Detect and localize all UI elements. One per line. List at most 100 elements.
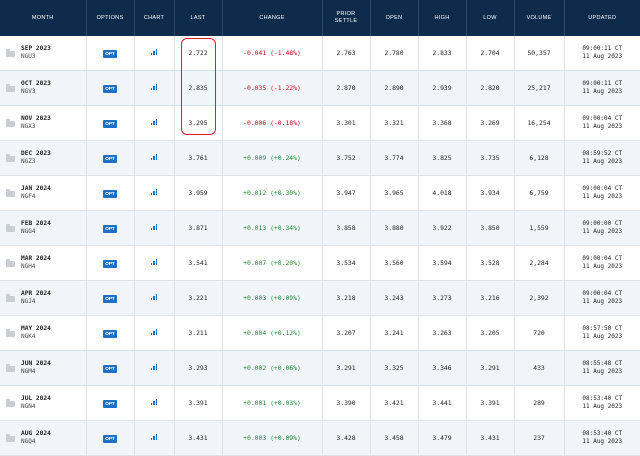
contract-code: NGJ4 [21,298,36,305]
bar-chart-icon[interactable] [150,434,158,440]
updated-cell: 09:00:04 CT 11 Aug 2023 [564,245,640,281]
header-open[interactable]: OPEN [370,0,419,36]
updated-time: 09:00:11 CT [582,45,623,52]
folder-icon[interactable] [6,153,15,162]
updated-date: 11 Aug 2023 [582,88,623,95]
header-chart: CHART [134,0,175,36]
bar-chart-icon[interactable] [150,189,158,195]
folder-icon[interactable] [6,83,15,92]
folder-icon[interactable] [6,293,15,302]
folder-icon[interactable] [6,328,15,337]
header-high[interactable]: HIGH [418,0,467,36]
chart-cell [134,210,175,246]
low-price: 2.704 [466,36,515,71]
price-change: +0.004 (+0.12%) [222,315,323,351]
prior-settle: 2.870 [322,70,371,106]
options-cell: OPT [86,36,135,71]
folder-icon[interactable] [6,398,15,407]
contract-code: NGX3 [21,123,36,130]
table-row: AUG 2024 NGQ4 OPT 3.431 +0.003 (+0.09%) 3.428… [0,420,640,456]
table-row: JUL 2024 NGN4 OPT 3.391 +0.001 (+0.03%) 3.390… [0,385,640,421]
options-cell: OPT [86,315,135,351]
opt-button[interactable]: OPT [103,399,117,408]
folder-icon[interactable] [6,118,15,127]
month-cell: OCT 2023 NGV3 [0,70,87,106]
folder-icon[interactable] [6,188,15,197]
opt-button[interactable]: OPT [103,224,117,233]
header-prior-settle[interactable]: PRIOR SETTLE [322,0,371,36]
volume: 25,217 [514,70,565,106]
contract-month: JUN 2024 [21,360,51,367]
opt-button[interactable]: OPT [103,364,117,373]
folder-icon[interactable] [6,258,15,267]
chart-cell [134,315,175,351]
opt-button[interactable]: OPT [103,434,117,443]
chart-cell [134,385,175,421]
folder-icon[interactable] [6,433,15,442]
opt-button[interactable]: OPT [103,119,117,128]
table-row: OCT 2023 NGV3 OPT 2.835 -0.035 (-1.22%) 2.870… [0,70,640,106]
updated-cell: 09:00:11 CT 11 Aug 2023 [564,36,640,71]
updated-time: 09:00:04 CT [582,115,623,122]
price-change: +0.002 (+0.06%) [222,350,323,386]
price-change: +0.012 (+0.30%) [222,175,323,211]
header-prior-line2: SETTLE [334,18,358,24]
low-price: 3.431 [466,420,515,456]
folder-icon[interactable] [6,363,15,372]
bar-chart-icon[interactable] [150,49,158,55]
bar-chart-icon[interactable] [150,84,158,90]
bar-chart-icon[interactable] [150,119,158,125]
header-volume[interactable]: VOLUME [514,0,565,36]
updated-time: 09:00:04 CT [582,290,623,297]
table-row: MAR 2024 NGH4 OPT 3.541 +0.007 (+0.20%) 3.534… [0,245,640,281]
updated-date: 11 Aug 2023 [582,298,623,305]
price-change: +0.001 (+0.03%) [222,385,323,421]
table-row: FEB 2024 NGG4 OPT 3.871 +0.013 (+0.34%) 3.858… [0,210,640,246]
folder-icon[interactable] [6,48,15,57]
header-last[interactable]: LAST [174,0,223,36]
bar-chart-icon[interactable] [150,399,158,405]
bar-chart-icon[interactable] [150,294,158,300]
last-price: 3.959 [174,175,223,211]
header-change[interactable]: CHANGE [222,0,323,36]
opt-button[interactable]: OPT [103,84,117,93]
header-low[interactable]: LOW [466,0,515,36]
high-price: 3.922 [418,210,467,246]
high-price: 3.441 [418,385,467,421]
opt-button[interactable]: OPT [103,189,117,198]
high-price: 3.825 [418,140,467,176]
opt-button[interactable]: OPT [103,294,117,303]
bar-chart-icon[interactable] [150,329,158,335]
updated-cell: 09:00:04 CT 11 Aug 2023 [564,105,640,141]
prior-settle: 2.763 [322,36,371,71]
chart-cell [134,105,175,141]
updated-date: 11 Aug 2023 [582,53,623,60]
updated-date: 11 Aug 2023 [582,403,623,410]
bar-chart-icon[interactable] [150,364,158,370]
high-price: 3.263 [418,315,467,351]
last-price: 3.541 [174,245,223,281]
header-updated[interactable]: UPDATED [564,0,640,36]
opt-button[interactable]: OPT [103,259,117,268]
high-price: 3.273 [418,280,467,316]
contract-month: OCT 2023 [21,80,51,87]
bar-chart-icon[interactable] [150,154,158,160]
volume: 289 [514,385,565,421]
folder-icon[interactable] [6,223,15,232]
last-price: 2.722 [174,36,223,71]
contract-month: AUG 2024 [21,430,51,437]
high-price: 3.368 [418,105,467,141]
low-price: 3.291 [466,350,515,386]
opt-button[interactable]: OPT [103,154,117,163]
low-price: 2.820 [466,70,515,106]
header-month[interactable]: MONTH [0,0,87,36]
opt-button[interactable]: OPT [103,49,117,58]
volume: 2,392 [514,280,565,316]
bar-chart-icon[interactable] [150,224,158,230]
volume: 16,254 [514,105,565,141]
month-cell: AUG 2024 NGQ4 [0,420,87,456]
updated-time: 09:00:04 CT [582,255,623,262]
opt-button[interactable]: OPT [103,329,117,338]
bar-chart-icon[interactable] [150,259,158,265]
